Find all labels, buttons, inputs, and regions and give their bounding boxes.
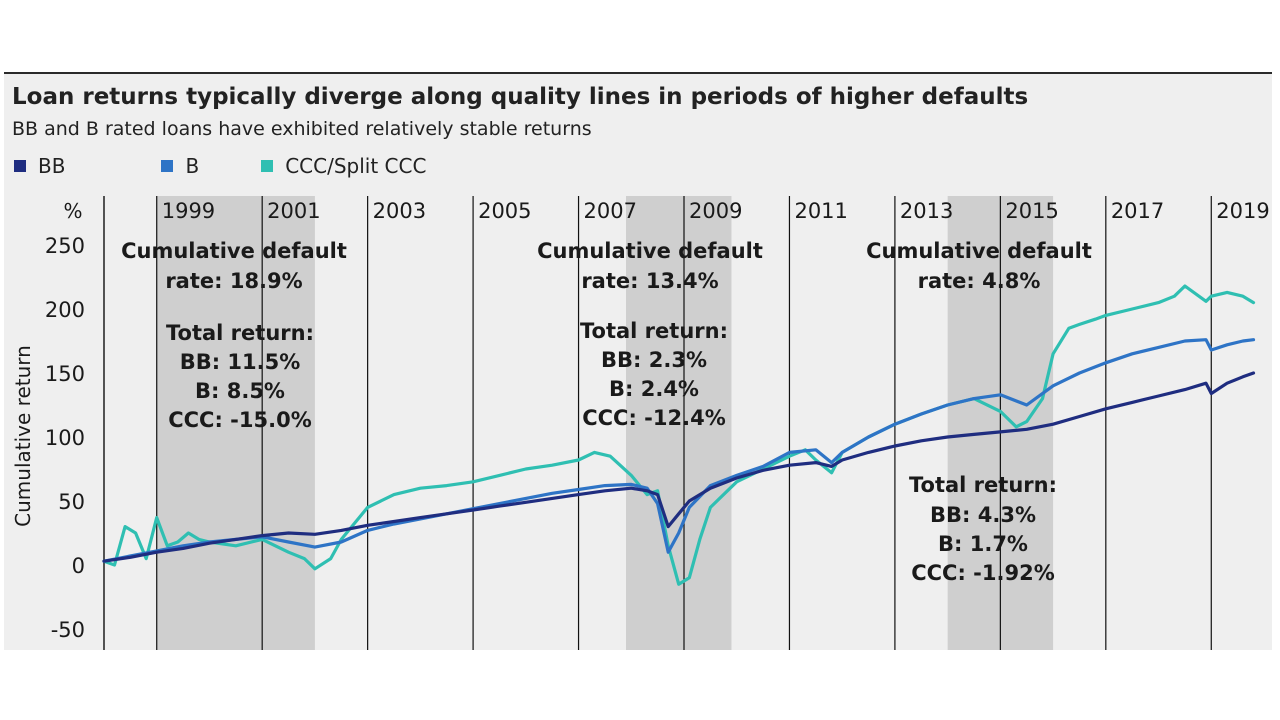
y-tick-label: 50 [58,490,85,514]
x-tick-label: 2017 [1111,199,1164,223]
legend: BB B CCC/Split CCC [14,152,426,180]
top-rule [4,72,1272,74]
y-tick-label: 0 [72,554,85,578]
x-tick-label: 2003 [373,199,426,223]
y-tick-label: 150 [45,362,85,386]
x-tick-label: 2009 [689,199,742,223]
series-line-ccc-split-ccc [102,284,1256,586]
annotation-total-return-line-1: Total return: [909,473,1057,497]
x-tick-label: 2007 [584,199,637,223]
legend-item-ccc: CCC/Split CCC [261,154,426,178]
legend-label-bb: BB [38,154,66,178]
y-tick-label: -50 [51,618,85,642]
annotation-default-rate-line-1: Cumulative default [537,239,763,263]
annotation-period-1: Cumulative default rate: 18.9% Total ret… [121,239,347,432]
legend-item-bb: BB [14,154,65,178]
x-tick-labels: 1999 2001 2003 2005 2007 2009 2011 2013 2015 2017… [162,199,1270,223]
annotation-default-rate-line-1: Cumulative default [866,239,1092,263]
series-line-b [102,338,1256,563]
annotation-total-return-line-4: CCC: -15.0% [168,408,312,432]
default-period-shading [156,196,1054,650]
x-tick-label: 2015 [1005,199,1058,223]
annotation-total-return-line-4: CCC: -1.92% [911,561,1055,585]
legend-swatch-b [161,160,174,172]
annotation-period-3: Cumulative default rate: 4.8% Total retu… [866,239,1092,585]
annotation-total-return-line-4: CCC: -12.4% [582,406,726,430]
x-tick-label: 2001 [267,199,320,223]
x-tick-label: 2019 [1216,199,1269,223]
annotation-total-return-line-3: B: 2.4% [609,377,699,401]
chart-title: Loan returns typically diverge along qua… [12,84,1029,110]
y-tick-label: 200 [45,298,85,322]
legend-item-b: B [161,154,199,178]
annotation-total-return-line-3: B: 1.7% [938,532,1028,556]
y-unit-label: % [63,199,82,223]
chart-subtitle: BB and B rated loans have exhibited rela… [12,118,592,140]
legend-label-b: B [185,154,200,178]
annotation-default-rate-line-1: Cumulative default [121,239,347,263]
annotation-default-rate-line-2: rate: 4.8% [918,269,1041,293]
x-tick-label: 2013 [900,199,953,223]
annotation-total-return-line-2: BB: 2.3% [601,348,707,372]
annotation-total-return-line-2: BB: 11.5% [180,350,301,374]
y-tick-labels: -50 0 50 100 150 200 250 [45,234,85,642]
y-axis-label: Cumulative return [11,345,35,527]
year-gridlines [103,196,1212,650]
y-tick-label: 100 [45,426,85,450]
series-lines [102,284,1256,586]
y-tick-label: 250 [45,234,85,258]
annotation-default-rate-line-2: rate: 18.9% [165,269,302,293]
legend-swatch-ccc [261,160,274,172]
x-tick-label: 2011 [794,199,847,223]
annotation-total-return-line-2: BB: 4.3% [930,503,1036,527]
legend-swatch-bb [14,160,26,172]
legend-label-ccc: CCC/Split CCC [285,154,427,178]
annotation-total-return-line-1: Total return: [580,319,728,343]
shaded-period-1 [156,196,315,650]
x-tick-label: 2005 [478,199,531,223]
series-line-bb [102,371,1256,563]
annotation-period-2: Cumulative default rate: 13.4% Total ret… [537,239,763,430]
x-tick-label: 1999 [162,199,215,223]
annotation-total-return-line-1: Total return: [166,321,314,345]
annotation-total-return-line-3: B: 8.5% [195,379,285,403]
annotation-default-rate-line-2: rate: 13.4% [581,269,718,293]
shaded-period-2 [626,196,732,650]
